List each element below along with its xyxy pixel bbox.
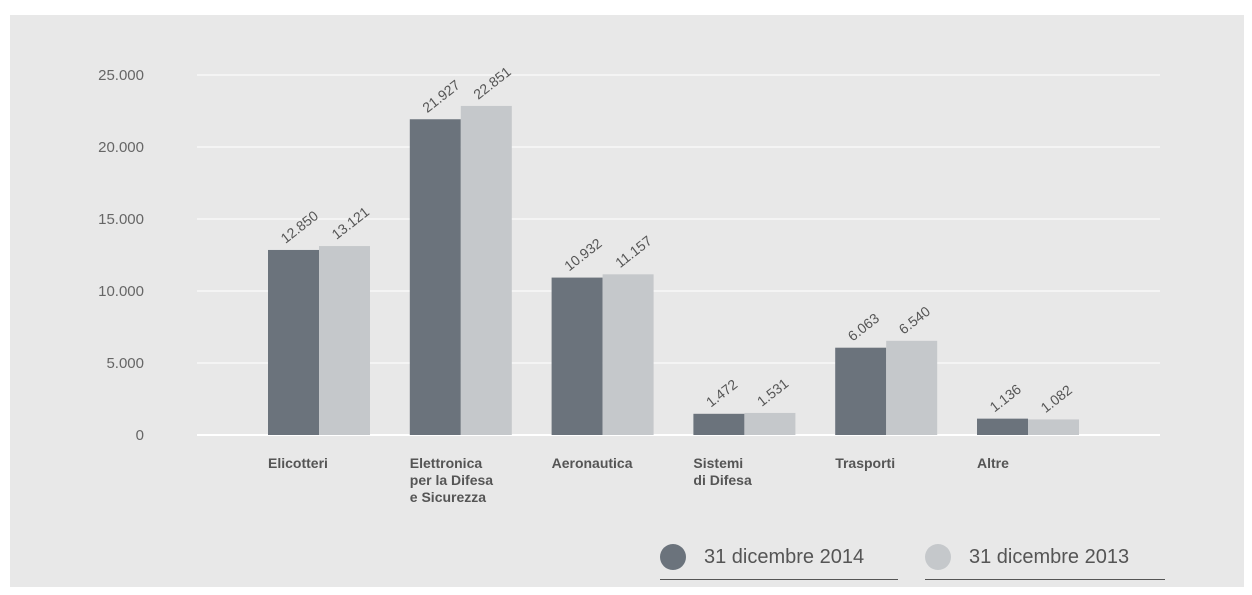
data-label: 6.540	[896, 303, 934, 337]
data-label: 13.121	[328, 203, 372, 242]
bar-chart: 0 5.000 10.000 15.000 20.000 25.000 12.850 13.1…	[98, 63, 1160, 505]
data-label: 10.932	[561, 235, 605, 274]
category-label: Trasporti	[835, 455, 895, 471]
data-label: 12.850	[277, 207, 321, 246]
category-label: Aeronautica	[552, 455, 633, 471]
legend-swatch-2014	[660, 544, 686, 570]
legend-label-2013: 31 dicembre 2013	[969, 545, 1130, 568]
y-tick-label: 5.000	[106, 355, 144, 372]
bar	[977, 418, 1028, 435]
category-label: Elicotteri	[268, 455, 328, 471]
bar	[460, 105, 512, 435]
y-tick-label: 25.000	[98, 67, 144, 84]
category-label: Elettronica per la Difesa e Sicurezza	[410, 455, 493, 505]
bar	[1028, 419, 1079, 435]
data-label: 1.531	[754, 375, 792, 409]
data-label: 1.136	[986, 381, 1024, 415]
y-tick-label: 10.000	[98, 283, 144, 300]
bar	[602, 274, 654, 435]
bar	[409, 119, 461, 436]
chart-panel: 0 5.000 10.000 15.000 20.000 25.000 12.850 13.1…	[10, 15, 1244, 587]
y-tick-label: 20.000	[98, 139, 144, 156]
category-label: Altre	[977, 455, 1009, 471]
data-label: 21.927	[419, 77, 463, 116]
y-tick-label: 15.000	[98, 211, 144, 228]
bar	[551, 277, 603, 435]
bar	[268, 249, 319, 435]
bar	[744, 412, 796, 435]
legend-label-2014: 31 dicembre 2014	[704, 545, 865, 568]
bar	[835, 347, 887, 435]
bar	[319, 246, 370, 435]
data-label: 1.472	[703, 376, 741, 410]
bar	[886, 340, 938, 435]
data-label: 22.851	[470, 63, 514, 102]
bar	[693, 413, 745, 435]
legend-item-2013: 31 dicembre 2013	[925, 535, 1165, 580]
data-label: 6.063	[845, 310, 883, 344]
y-tick-label: 0	[136, 427, 144, 444]
legend-swatch-2013	[925, 544, 951, 570]
category-label: Sistemi di Difesa	[693, 455, 752, 488]
legend-item-2014: 31 dicembre 2014	[660, 535, 898, 580]
data-label: 11.157	[612, 232, 655, 270]
data-label: 1.082	[1037, 381, 1075, 415]
